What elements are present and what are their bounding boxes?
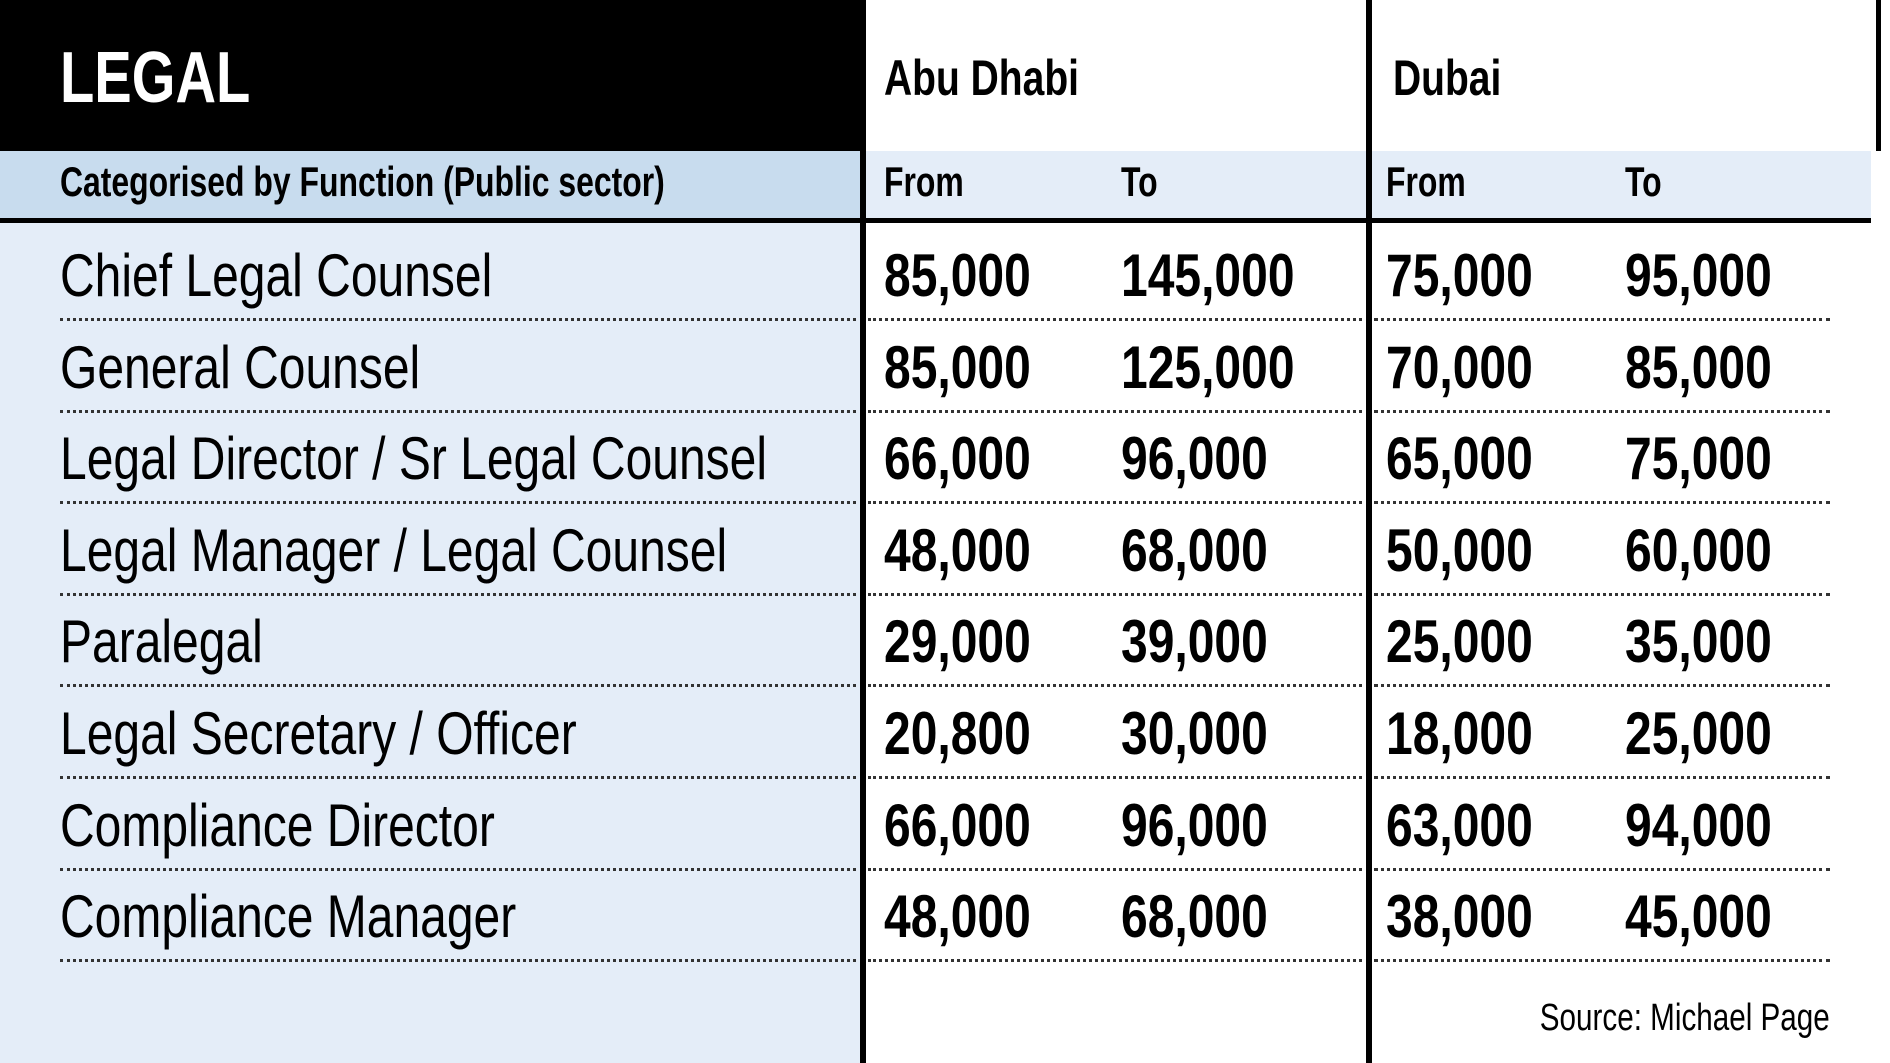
row-separator xyxy=(868,959,1362,963)
cell-value: 25,000 xyxy=(1625,700,1772,767)
row-separator xyxy=(1374,409,1830,413)
cell-value: 63,000 xyxy=(1386,791,1533,859)
cell-value: 38,000 xyxy=(1386,883,1533,951)
column-rule xyxy=(860,0,866,1063)
cell-value: 30,000 xyxy=(1121,700,1268,767)
row-separator xyxy=(868,684,1362,688)
cell-value: 66,000 xyxy=(884,791,1031,859)
row-separator xyxy=(60,867,856,871)
row-separator xyxy=(1374,684,1830,688)
title: LEGAL xyxy=(60,38,251,118)
cell-value: 95,000 xyxy=(1625,242,1772,309)
cell-value: 35,000 xyxy=(1625,608,1772,676)
column-header: From xyxy=(1386,158,1466,205)
cell-value: 145,000 xyxy=(1121,242,1295,309)
cell-value: 50,000 xyxy=(1386,516,1533,584)
row-separator xyxy=(868,776,1362,779)
cell-value: 68,000 xyxy=(1121,883,1268,951)
row-separator xyxy=(60,776,856,779)
row-separator xyxy=(60,501,856,505)
subheader-rule xyxy=(0,218,1871,223)
cell-value: 48,000 xyxy=(884,883,1031,951)
row-separator xyxy=(60,959,856,963)
row-separator xyxy=(1374,318,1830,321)
cell-value: 39,000 xyxy=(1121,608,1268,676)
row-label: Compliance Director xyxy=(60,791,495,859)
cell-value: 66,000 xyxy=(884,425,1031,493)
cell-value: 96,000 xyxy=(1121,791,1268,859)
row-separator xyxy=(868,592,1362,596)
row-separator xyxy=(60,409,856,413)
cell-value: 18,000 xyxy=(1386,700,1533,767)
row-separator xyxy=(1374,592,1830,596)
cell-value: 94,000 xyxy=(1625,791,1772,859)
row-label: Legal Manager / Legal Counsel xyxy=(60,516,728,584)
cell-value: 125,000 xyxy=(1121,333,1295,401)
row-separator xyxy=(60,592,856,596)
row-label: Legal Director / Sr Legal Counsel xyxy=(60,425,768,493)
cell-value: 45,000 xyxy=(1625,883,1772,951)
cell-value: 68,000 xyxy=(1121,516,1268,584)
row-label: Legal Secretary / Officer xyxy=(60,700,577,767)
cell-value: 25,000 xyxy=(1386,608,1533,676)
cell-value: 85,000 xyxy=(884,242,1031,309)
cell-value: 20,800 xyxy=(884,700,1031,767)
column-rule xyxy=(1876,0,1881,151)
row-separator xyxy=(1374,867,1830,871)
source: Source: Michael Page xyxy=(1540,997,1830,1039)
row-separator xyxy=(868,867,1362,871)
header-band xyxy=(0,0,862,151)
cell-value: 48,000 xyxy=(884,516,1031,584)
cell-value: 29,000 xyxy=(884,608,1031,676)
row-label: Chief Legal Counsel xyxy=(60,242,493,309)
column-header: From xyxy=(884,158,964,205)
cell-value: 96,000 xyxy=(1121,425,1268,493)
row-separator xyxy=(1374,501,1830,505)
row-separator xyxy=(1374,959,1830,963)
row-separator xyxy=(868,318,1362,321)
row-label: Paralegal xyxy=(60,608,263,676)
row-separator xyxy=(868,501,1362,505)
row-separator xyxy=(60,318,856,321)
column-rule xyxy=(1366,0,1372,1063)
row-label: General Counsel xyxy=(60,333,421,401)
row-separator xyxy=(60,684,856,688)
cell-value: 65,000 xyxy=(1386,425,1533,493)
row-label: Compliance Manager xyxy=(60,883,517,951)
column-header: To xyxy=(1121,158,1158,205)
row-separator xyxy=(1374,776,1830,779)
cell-value: 85,000 xyxy=(884,333,1031,401)
cell-value: 60,000 xyxy=(1625,516,1772,584)
region-header: Dubai xyxy=(1393,50,1502,106)
cell-value: 85,000 xyxy=(1625,333,1772,401)
cell-value: 70,000 xyxy=(1386,333,1533,401)
cell-value: 75,000 xyxy=(1625,425,1772,493)
region-header: Abu Dhabi xyxy=(884,50,1079,106)
subheader-band-left xyxy=(0,151,862,219)
cell-value: 75,000 xyxy=(1386,242,1533,309)
category-header: Categorised by Function (Public sector) xyxy=(60,158,665,205)
row-separator xyxy=(868,409,1362,413)
column-header: To xyxy=(1625,158,1662,205)
